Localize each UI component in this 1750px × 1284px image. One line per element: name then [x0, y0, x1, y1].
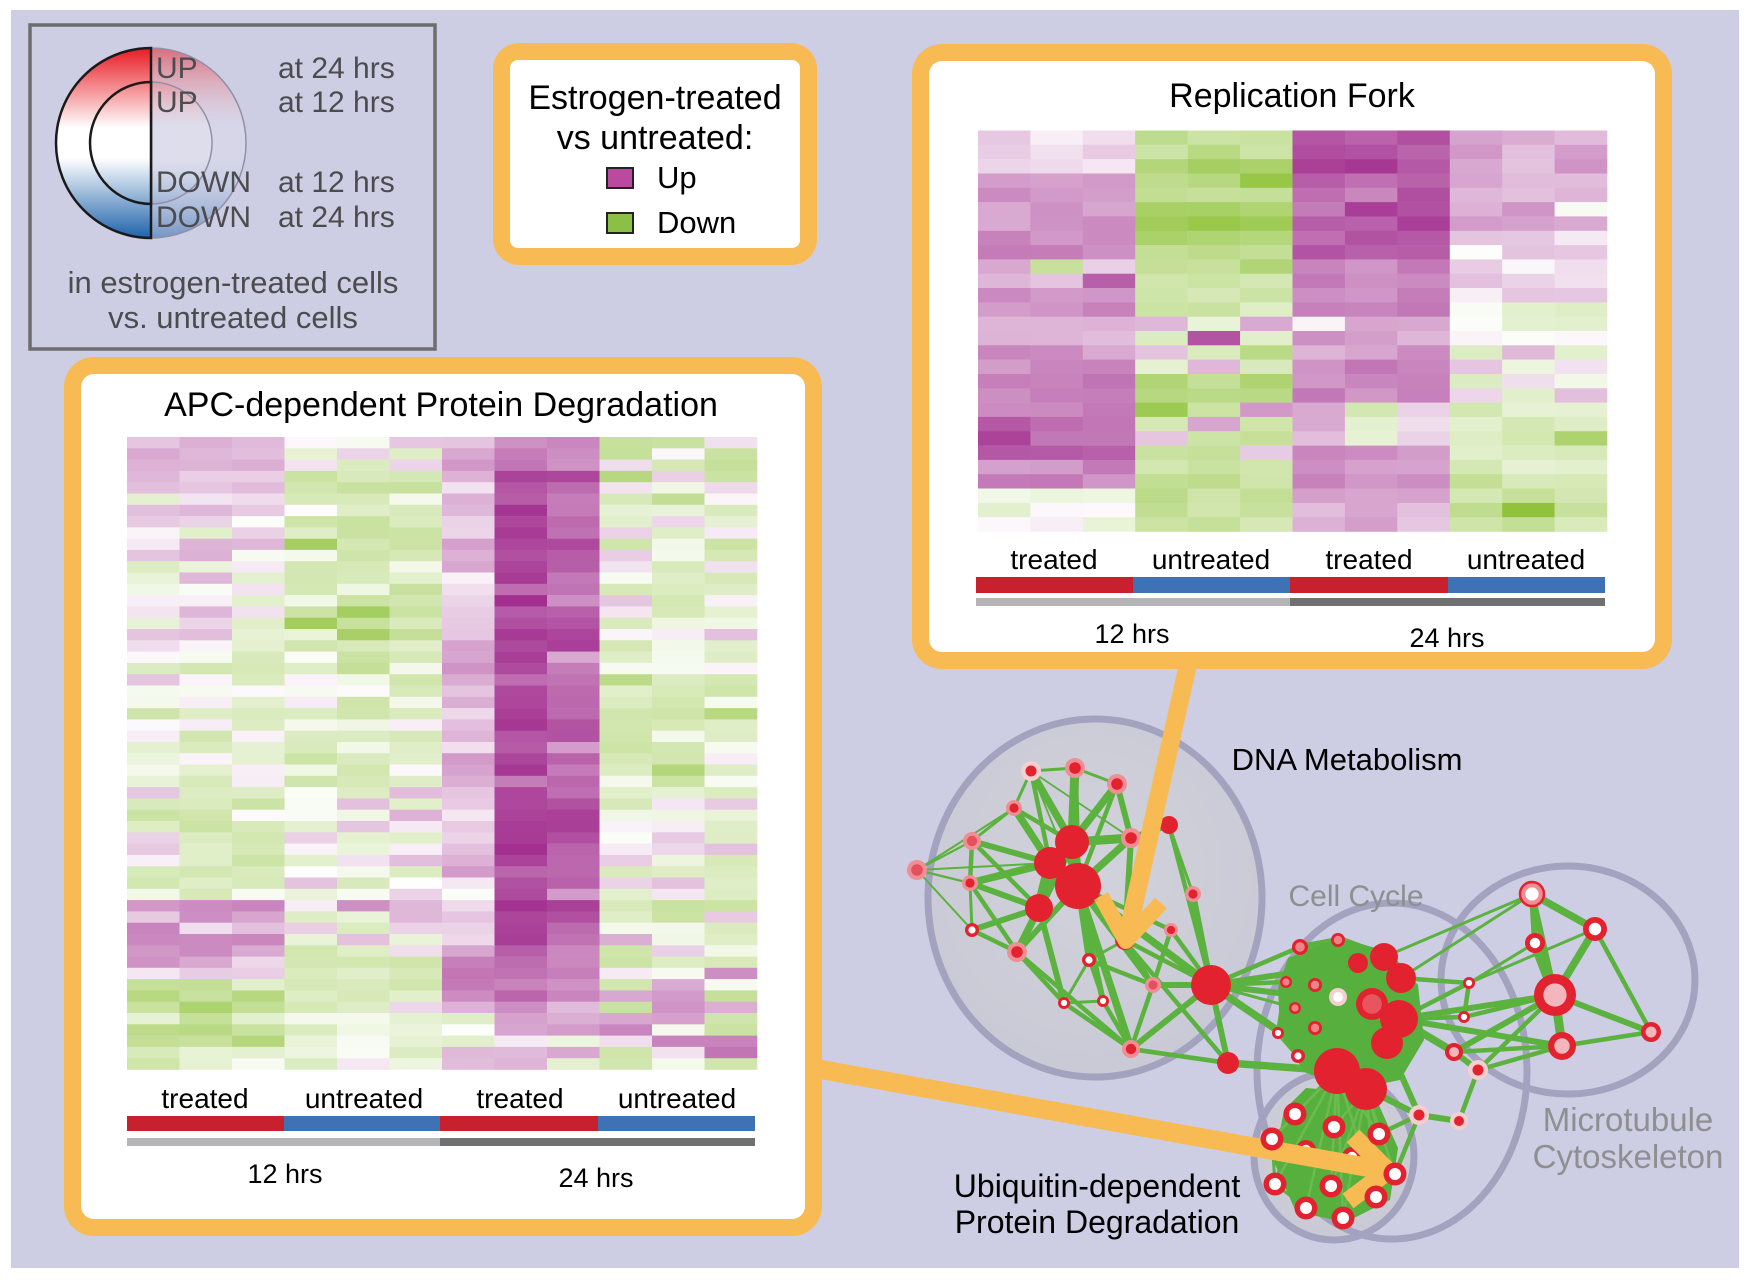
svg-text:treated: treated — [476, 1083, 563, 1114]
svg-text:24 hrs: 24 hrs — [1409, 623, 1484, 653]
svg-text:Protein Degradation: Protein Degradation — [955, 1204, 1240, 1240]
svg-text:treated: treated — [1010, 544, 1097, 575]
svg-text:Cell Cycle: Cell Cycle — [1288, 880, 1423, 913]
svg-text:untreated: untreated — [305, 1083, 423, 1114]
svg-text:APC-dependent Protein Degradat: APC-dependent Protein Degradation — [164, 386, 718, 424]
svg-text:untreated: untreated — [1467, 544, 1585, 575]
svg-text:treated: treated — [1325, 544, 1412, 575]
svg-text:vs. untreated cells: vs. untreated cells — [108, 300, 358, 335]
svg-text:untreated: untreated — [618, 1083, 736, 1114]
svg-text:Cytoskeleton: Cytoskeleton — [1533, 1138, 1724, 1175]
svg-text:UP: UP — [156, 86, 198, 119]
svg-text:at 12 hrs: at 12 hrs — [278, 86, 395, 119]
svg-text:Ubiquitin-dependent: Ubiquitin-dependent — [954, 1168, 1241, 1204]
svg-text:24 hrs: 24 hrs — [558, 1163, 633, 1193]
svg-text:12 hrs: 12 hrs — [247, 1159, 322, 1189]
svg-text:at 24 hrs: at 24 hrs — [278, 201, 395, 234]
svg-text:Microtubule: Microtubule — [1543, 1101, 1714, 1138]
svg-text:UP: UP — [156, 52, 198, 85]
svg-text:DNA Metabolism: DNA Metabolism — [1232, 742, 1463, 777]
svg-text:in estrogen-treated cells: in estrogen-treated cells — [68, 265, 399, 300]
svg-text:at 12 hrs: at 12 hrs — [278, 166, 395, 199]
svg-text:Replication Fork: Replication Fork — [1169, 77, 1416, 115]
svg-text:treated: treated — [161, 1083, 248, 1114]
svg-text:untreated: untreated — [1152, 544, 1270, 575]
svg-text:DOWN: DOWN — [156, 201, 251, 234]
svg-text:Estrogen-treated: Estrogen-treated — [528, 79, 781, 117]
svg-text:Up: Up — [657, 160, 697, 195]
svg-text:vs untreated:: vs untreated: — [557, 119, 754, 157]
svg-text:DOWN: DOWN — [156, 166, 251, 199]
svg-text:Down: Down — [657, 205, 736, 240]
svg-text:12 hrs: 12 hrs — [1094, 619, 1169, 649]
svg-text:at 24 hrs: at 24 hrs — [278, 52, 395, 85]
